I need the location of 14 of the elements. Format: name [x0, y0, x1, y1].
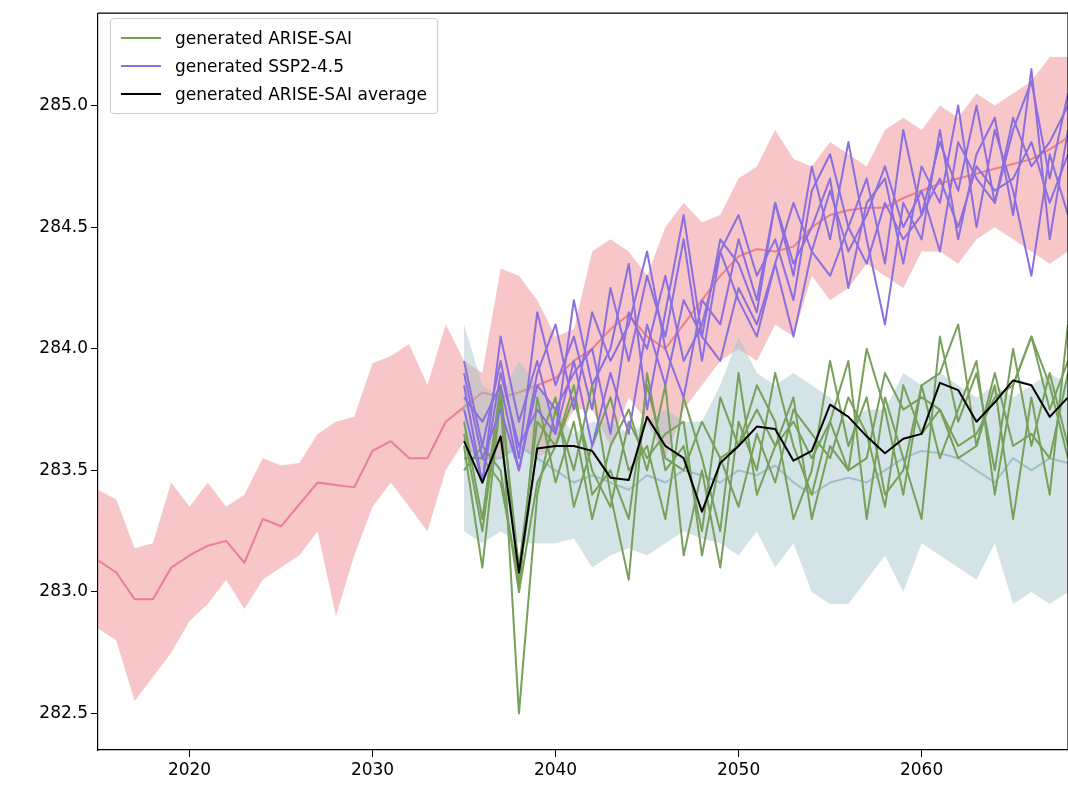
y-tick-label: 283.5	[39, 458, 88, 479]
legend-label: generated ARISE-SAI	[175, 28, 353, 48]
y-tick-label: 283.0	[39, 580, 88, 601]
x-tick-label: 2040	[533, 758, 578, 779]
x-tick-label: 2050	[716, 758, 761, 779]
legend-label: generated SSP2-4.5	[175, 56, 345, 76]
x-tick-label: 2030	[350, 758, 395, 779]
y-tick-label: 284.5	[39, 215, 88, 236]
x-tick-label: 2060	[899, 758, 944, 779]
y-tick-label: 284.0	[39, 337, 88, 358]
y-tick-label: 282.5	[39, 701, 88, 722]
y-tick-label: 285.0	[39, 94, 88, 115]
legend-label: generated ARISE-SAI average	[175, 84, 428, 104]
x-tick-label: 2020	[167, 758, 212, 779]
